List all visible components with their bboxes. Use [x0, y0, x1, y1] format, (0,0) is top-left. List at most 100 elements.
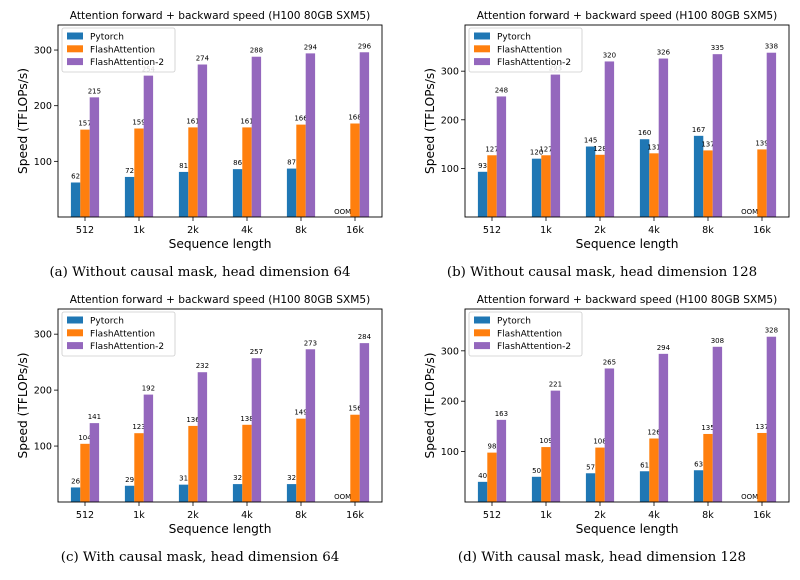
legend-label: FlashAttention — [497, 45, 562, 55]
x-tick-label: 512 — [76, 510, 94, 521]
bar-pytorch-8k — [286, 168, 297, 217]
bar-pytorch-512 — [477, 171, 488, 217]
bar-pytorch-512 — [477, 481, 488, 502]
oom-label: OOM — [334, 208, 351, 216]
y-tick-label: 200 — [34, 386, 52, 397]
legend-label: Pytorch — [90, 317, 124, 327]
bar-flashattention-2-2k — [604, 61, 615, 218]
data-label: 32 — [233, 474, 242, 482]
chart-title: Attention forward + backward speed (H100… — [477, 10, 777, 22]
y-tick-label: 100 — [441, 447, 459, 458]
figure-caption: (d) With causal mask, head dimension 128 — [458, 550, 746, 565]
data-label: 62 — [71, 172, 80, 180]
bar-flashattention-512 — [80, 443, 90, 502]
x-tick-label: 16k — [346, 225, 364, 236]
bar-pytorch-2k — [585, 146, 596, 217]
bar-flashattention-8k — [703, 150, 713, 217]
x-tick-label: 2k — [594, 510, 606, 521]
data-label: 127 — [485, 145, 498, 153]
data-label: 87 — [287, 159, 296, 167]
bar-flashattention-4k — [649, 438, 659, 502]
legend-label: FlashAttention — [90, 329, 155, 339]
x-axis-label: Sequence length — [169, 237, 272, 251]
bar-flashattention-2-8k — [712, 54, 723, 218]
data-label: 257 — [250, 348, 263, 356]
data-label: 139 — [755, 139, 768, 147]
chart-panel-1: Attention forward + backward speed (H100… — [16, 10, 383, 280]
legend-swatch — [67, 342, 83, 350]
data-label: 248 — [495, 86, 508, 94]
legend-swatch — [67, 316, 83, 324]
legend-swatch — [474, 45, 490, 53]
data-label: 161 — [186, 117, 199, 125]
bar-flashattention-2-512 — [496, 419, 507, 502]
legend-box — [468, 311, 583, 357]
data-label: 145 — [584, 137, 597, 145]
bar-flashattention-4k — [242, 424, 252, 502]
plot-frame — [57, 308, 383, 503]
plot-frame — [464, 308, 790, 503]
y-tick-label: 200 — [441, 397, 459, 408]
bar-flashattention-16k — [350, 414, 360, 502]
data-label: 137 — [755, 423, 768, 431]
data-label: 328 — [765, 327, 778, 335]
chart-panel-4: Attention forward + backward speed (H100… — [423, 294, 790, 565]
legend-box — [61, 27, 176, 73]
data-label: 86 — [233, 159, 242, 167]
legend-label: Pytorch — [497, 33, 531, 43]
bar-flashattention-2-4k — [658, 353, 669, 502]
data-label: 141 — [88, 413, 101, 421]
bar-flashattention-16k — [350, 123, 360, 217]
data-label: 274 — [196, 55, 210, 63]
data-label: 168 — [348, 114, 361, 122]
x-tick-label: 1k — [540, 225, 552, 236]
y-tick-label: 200 — [441, 115, 459, 126]
legend-box — [61, 311, 176, 357]
y-tick-label: 100 — [34, 442, 52, 453]
bar-flashattention-2k — [188, 425, 198, 502]
data-label: 156 — [348, 405, 362, 413]
bar-flashattention-1k — [541, 447, 551, 502]
bar-flashattention-8k — [296, 124, 306, 217]
bar-pytorch-8k — [693, 470, 704, 502]
data-label: 127 — [539, 145, 552, 153]
bar-pytorch-1k — [124, 176, 135, 217]
data-label: 63 — [694, 460, 703, 468]
data-label: 294 — [657, 344, 671, 352]
data-label: 26 — [71, 477, 80, 485]
data-label: 221 — [549, 381, 562, 389]
y-axis-label: Speed (TFLOPs/s) — [16, 68, 30, 174]
legend-label: Pytorch — [497, 317, 531, 327]
bar-flashattention-2-8k — [305, 349, 316, 502]
data-label: 137 — [701, 140, 714, 148]
bar-flashattention-1k — [541, 155, 551, 217]
x-tick-label: 8k — [295, 225, 307, 236]
data-label: 135 — [701, 424, 714, 432]
bar-flashattention-512 — [80, 129, 90, 217]
data-label: 160 — [638, 129, 651, 137]
bar-flashattention-2-16k — [359, 343, 370, 502]
bar-flashattention-2-512 — [89, 423, 100, 502]
x-tick-label: 1k — [133, 510, 145, 521]
bar-flashattention-2-16k — [766, 52, 777, 217]
chart-title: Attention forward + backward speed (H100… — [477, 294, 777, 306]
figure-caption: (b) Without causal mask, head dimension … — [447, 265, 757, 280]
bar-pytorch-512 — [70, 487, 81, 502]
x-tick-label: 2k — [594, 225, 606, 236]
legend-swatch — [67, 58, 83, 66]
x-tick-label: 8k — [702, 225, 714, 236]
chart-panel-2: Attention forward + backward speed (H100… — [423, 10, 790, 280]
data-label: 294 — [304, 43, 318, 51]
data-label: 273 — [304, 339, 317, 347]
data-label: 296 — [358, 42, 372, 50]
bar-flashattention-16k — [757, 149, 767, 217]
bar-pytorch-8k — [286, 484, 297, 502]
bar-flashattention-8k — [703, 433, 713, 502]
legend-label: FlashAttention — [90, 45, 155, 55]
data-label: 50 — [532, 467, 541, 475]
data-label: 40 — [478, 472, 487, 480]
data-label: 326 — [657, 49, 671, 57]
oom-label: OOM — [741, 208, 758, 216]
x-tick-label: 16k — [753, 225, 771, 236]
